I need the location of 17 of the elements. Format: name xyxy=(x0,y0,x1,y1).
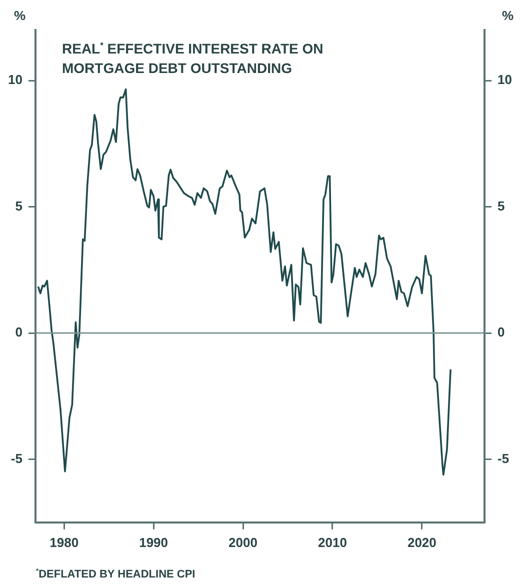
y2-tick-label: 10 xyxy=(498,72,512,88)
y-tick-label: -5 xyxy=(10,450,22,466)
y-tick-label: 5 xyxy=(15,198,22,214)
y-tick-label: 0 xyxy=(15,324,22,340)
y2-tick-label: 0 xyxy=(498,324,505,340)
x-tick-label: 2000 xyxy=(228,534,258,550)
y-axis-title: % xyxy=(14,8,26,23)
y2-tick-label: 5 xyxy=(498,198,505,214)
y-tick-label: 10 xyxy=(8,72,22,88)
x-tick-label: 1980 xyxy=(50,534,79,550)
x-tick-label: 1990 xyxy=(139,534,168,550)
x-tick-label: 2010 xyxy=(318,534,347,550)
y2-tick-label: -5 xyxy=(498,450,510,466)
x-tick-label: 2020 xyxy=(407,534,436,550)
y2-axis-title: % xyxy=(502,8,514,23)
text: REAL$^{*}$ EFFECTIVE INTEREST RATE ON MORTGAGE DEBT OUTSTANDING xyxy=(62,39,324,78)
text: $^{*}$DEFLATED BY HEADLINE CPI xyxy=(36,568,196,581)
